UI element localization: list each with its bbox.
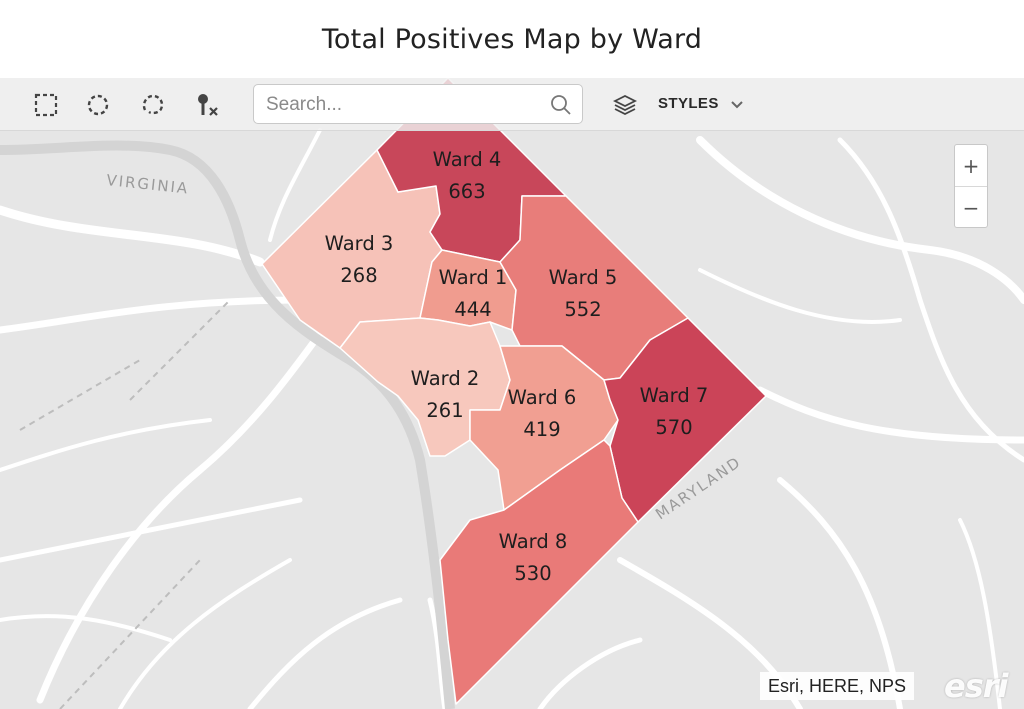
circle-select-tool[interactable] xyxy=(139,92,167,118)
rectangle-select-icon xyxy=(34,93,58,117)
ward-label: Ward 3 xyxy=(325,232,394,255)
circle-select-icon xyxy=(142,94,164,115)
ward-value: 419 xyxy=(523,418,560,441)
clear-selection-tool[interactable] xyxy=(194,92,222,118)
zoom-control: + − xyxy=(954,144,988,228)
zoom-divider xyxy=(955,186,987,187)
ward-value: 268 xyxy=(340,264,377,287)
basemap: VIRGINIA MARYLAND Ward 4 663 Ward 3 268 … xyxy=(0,78,1024,709)
ward-polygon-8[interactable] xyxy=(439,439,639,705)
map-view[interactable]: VIRGINIA MARYLAND Ward 4 663 Ward 3 268 … xyxy=(0,78,1024,709)
ward-labels: Ward 4 663 Ward 3 268 Ward 1 444 Ward 5 … xyxy=(325,148,709,585)
ward-value: 530 xyxy=(514,562,551,585)
map-toolbar: STYLES xyxy=(0,78,1024,131)
ward-polygon-7[interactable] xyxy=(603,317,767,523)
ward-label: Ward 8 xyxy=(499,530,568,553)
ward-value: 570 xyxy=(655,416,692,439)
chevron-down-icon[interactable] xyxy=(731,100,743,110)
search-box[interactable] xyxy=(253,84,583,124)
zoom-out-button[interactable]: − xyxy=(962,195,980,220)
basemap-roads xyxy=(0,128,1024,709)
ward-label: Ward 1 xyxy=(439,266,508,289)
boundary-lines xyxy=(19,299,231,709)
styles-button[interactable]: STYLES xyxy=(658,95,719,112)
ward-label: Ward 4 xyxy=(433,148,502,171)
title-bar: Total Positives Map by Ward xyxy=(0,0,1024,78)
ward-label: Ward 5 xyxy=(549,266,618,289)
ward-value: 261 xyxy=(426,399,463,422)
lasso-select-tool[interactable] xyxy=(84,92,112,118)
zoom-in-button[interactable]: + xyxy=(962,153,980,178)
map-attribution: Esri, HERE, NPS xyxy=(760,672,915,700)
search-icon[interactable] xyxy=(550,94,572,121)
river xyxy=(0,140,455,709)
ward-value: 552 xyxy=(564,298,601,321)
virginia-label: VIRGINIA xyxy=(106,171,190,198)
ward-label: Ward 7 xyxy=(640,384,709,407)
ward-label: Ward 6 xyxy=(508,386,577,409)
esri-logo[interactable]: esri xyxy=(944,667,1008,705)
search-input[interactable] xyxy=(264,91,548,119)
clear-selection-icon xyxy=(198,94,218,116)
ward-value: 663 xyxy=(448,180,485,203)
rectangle-select-tool[interactable] xyxy=(32,92,60,118)
lasso-select-icon xyxy=(87,94,109,116)
ward-value: 444 xyxy=(454,298,491,321)
ward-label: Ward 2 xyxy=(411,367,480,390)
page-title: Total Positives Map by Ward xyxy=(321,23,703,55)
layers-icon[interactable] xyxy=(612,92,638,123)
